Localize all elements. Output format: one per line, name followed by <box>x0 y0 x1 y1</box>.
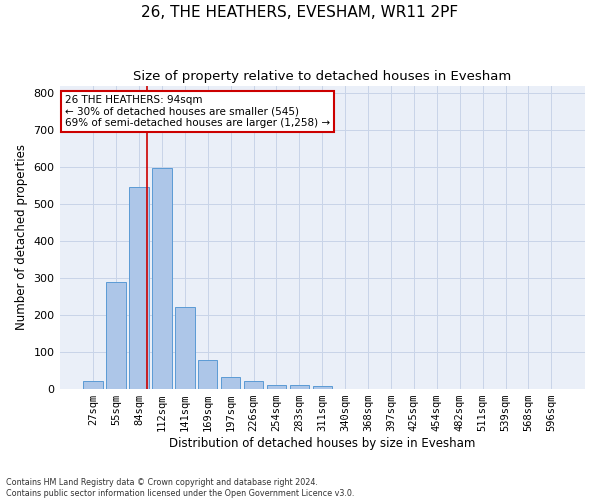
Bar <box>290 386 309 389</box>
X-axis label: Distribution of detached houses by size in Evesham: Distribution of detached houses by size … <box>169 437 475 450</box>
Bar <box>267 384 286 389</box>
Bar <box>129 188 149 389</box>
Bar <box>152 168 172 389</box>
Bar <box>221 377 241 389</box>
Text: 26 THE HEATHERS: 94sqm
← 30% of detached houses are smaller (545)
69% of semi-de: 26 THE HEATHERS: 94sqm ← 30% of detached… <box>65 94 330 128</box>
Bar <box>83 381 103 389</box>
Bar <box>175 307 194 389</box>
Bar <box>313 386 332 389</box>
Text: 26, THE HEATHERS, EVESHAM, WR11 2PF: 26, THE HEATHERS, EVESHAM, WR11 2PF <box>142 5 458 20</box>
Bar <box>106 282 126 389</box>
Bar <box>198 360 217 389</box>
Y-axis label: Number of detached properties: Number of detached properties <box>15 144 28 330</box>
Text: Contains HM Land Registry data © Crown copyright and database right 2024.
Contai: Contains HM Land Registry data © Crown c… <box>6 478 355 498</box>
Title: Size of property relative to detached houses in Evesham: Size of property relative to detached ho… <box>133 70 511 83</box>
Bar <box>244 381 263 389</box>
